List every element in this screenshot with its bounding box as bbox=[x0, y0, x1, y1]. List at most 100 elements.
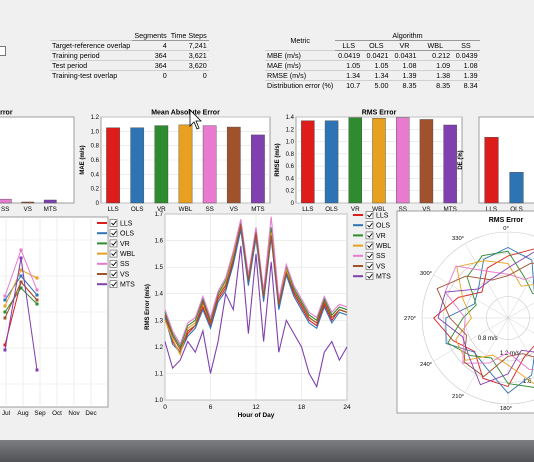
legend-checkbox-vr-hourly bbox=[365, 231, 374, 240]
y-tick-label: 1.7 bbox=[155, 212, 164, 218]
segments-value: 0 bbox=[132, 70, 169, 80]
y-tick-label: 0.8 bbox=[286, 152, 295, 158]
metric-value: 8.35 bbox=[418, 80, 453, 90]
table-row: MBE (m/s) 0.0419 0.0421 0.0431 0.212 0.0… bbox=[265, 50, 480, 61]
legend-checkbox-vs-hourly bbox=[365, 262, 374, 270]
y-tick-label: 1.6 bbox=[155, 239, 164, 245]
check-icon bbox=[111, 241, 117, 246]
legend-checkbox-ols-hourly bbox=[365, 221, 374, 229]
y-tick-label: 0 bbox=[96, 201, 100, 207]
legend-checkbox-ss-hourly bbox=[365, 252, 374, 260]
legend-label: OLS bbox=[120, 231, 134, 238]
x-tick-label: VS bbox=[422, 206, 430, 213]
legend-checkbox-lls-hourly bbox=[365, 211, 374, 219]
steps-value: 3,621 bbox=[168, 50, 209, 61]
x-tick-label: SS bbox=[205, 206, 213, 213]
table-row: Target-reference overlap 4 7,241 bbox=[50, 40, 209, 51]
metric-value: 5.00 bbox=[362, 80, 391, 90]
hourly-line-vs bbox=[164, 224, 348, 351]
check-icon bbox=[367, 253, 373, 259]
check-icon bbox=[111, 261, 117, 267]
polar-angle-label: 240° bbox=[420, 362, 432, 368]
polar-radial-label: 0.8 m/s bbox=[478, 336, 498, 342]
y-tick-label: 0.2 bbox=[286, 189, 295, 195]
monthly-marker bbox=[3, 348, 7, 352]
bar-lls bbox=[106, 127, 120, 204]
metric-label: MAE (m/s) bbox=[265, 60, 336, 71]
y-axis-label: RMSE (m/s) bbox=[275, 143, 281, 176]
metric-label: RMSE (m/s) bbox=[265, 70, 336, 81]
metric-value: 0.0431 bbox=[390, 50, 419, 61]
row-label: Training period bbox=[50, 50, 133, 61]
x-tick-label: SS bbox=[1, 206, 9, 213]
legend-label: MTS bbox=[120, 282, 135, 289]
metric-value: 0.0439 bbox=[452, 50, 480, 61]
legend-label: VS bbox=[120, 271, 130, 278]
legend-label: VR bbox=[376, 233, 386, 240]
x-axis-label: Hour of Day bbox=[238, 412, 275, 419]
check-icon bbox=[111, 281, 117, 287]
monthly-marker bbox=[3, 294, 7, 298]
legend-label: WBL bbox=[376, 243, 391, 250]
row-label: Training-test overlap bbox=[50, 70, 133, 80]
y-tick-label: 1.1 bbox=[155, 371, 164, 377]
legend-checkbox-lls-monthly bbox=[109, 219, 118, 227]
legend-label: LLS bbox=[120, 220, 133, 227]
x-tick-label: VS bbox=[24, 206, 32, 213]
legend-label: VS bbox=[376, 263, 386, 270]
monthly-marker bbox=[19, 280, 23, 284]
metric-label: MBE (m/s) bbox=[265, 50, 336, 61]
y-tick-label: 1.0 bbox=[286, 140, 295, 146]
charts-canvas: Error SS VS MTS Mean Absolute Error MAE (m/s)… bbox=[0, 109, 534, 419]
option-checkbox[interactable] bbox=[0, 46, 6, 56]
x-tick-label: WBL bbox=[179, 206, 193, 213]
bar-wbl bbox=[178, 124, 193, 204]
monthly-marker bbox=[19, 268, 23, 272]
polar-spoke bbox=[464, 243, 509, 319]
polar-line-ols bbox=[445, 246, 534, 394]
table-row: Distribution error (%) 10.7 5.00 8.35 8.… bbox=[265, 80, 480, 90]
bar-mts bbox=[443, 124, 457, 204]
legend-checkbox-vs-monthly bbox=[109, 270, 118, 278]
bar-ols bbox=[509, 172, 524, 204]
monthly-marker bbox=[3, 343, 7, 347]
polar-spoke bbox=[464, 317, 509, 393]
metrics-table: Metric Algorithm LLS OLS VR WBL SS MBE (… bbox=[265, 31, 480, 90]
legend-checkbox-vr-monthly bbox=[109, 239, 118, 248]
polar-angle-label: 300° bbox=[420, 271, 432, 277]
bar-lls bbox=[484, 137, 499, 204]
bar-vr bbox=[154, 125, 169, 204]
metric-value: 10.7 bbox=[335, 80, 363, 90]
check-icon bbox=[367, 243, 373, 249]
bar-lls bbox=[301, 120, 315, 204]
metric-value: 1.05 bbox=[362, 60, 391, 71]
monthly-marker bbox=[35, 293, 39, 297]
metric-value: 1.39 bbox=[390, 70, 419, 81]
polar-spoke bbox=[507, 272, 534, 319]
hourly-line-ols bbox=[164, 229, 348, 354]
y-tick-label: 0 bbox=[291, 201, 295, 207]
bar-vs bbox=[21, 201, 35, 204]
chart-frame bbox=[0, 116, 75, 204]
legend-label: SS bbox=[120, 261, 130, 268]
segments-value: 364 bbox=[132, 60, 169, 71]
steps-value: 3,620 bbox=[168, 60, 209, 71]
legend-label: VR bbox=[120, 241, 130, 248]
monthly-marker bbox=[35, 276, 39, 280]
monthly-marker bbox=[35, 298, 39, 302]
row-label: Test period bbox=[50, 60, 133, 71]
x-tick-label: Sep bbox=[34, 410, 46, 417]
x-tick-label: MTS bbox=[251, 206, 264, 213]
polar-angle-label: 0° bbox=[503, 226, 509, 232]
x-tick-label: Oct bbox=[52, 410, 62, 417]
hourly-line-mts bbox=[164, 245, 348, 389]
bar-ss bbox=[395, 117, 410, 204]
check-icon bbox=[111, 220, 117, 226]
metric-value: 0.212 bbox=[418, 50, 453, 61]
polar-angle-label: 270° bbox=[404, 316, 416, 322]
bar-vr bbox=[348, 117, 363, 204]
bar-ols bbox=[130, 127, 145, 204]
polar-angle-label: 210° bbox=[452, 394, 464, 400]
y-tick-label: 0.6 bbox=[91, 158, 100, 164]
metric-value: 1.39 bbox=[452, 70, 480, 81]
